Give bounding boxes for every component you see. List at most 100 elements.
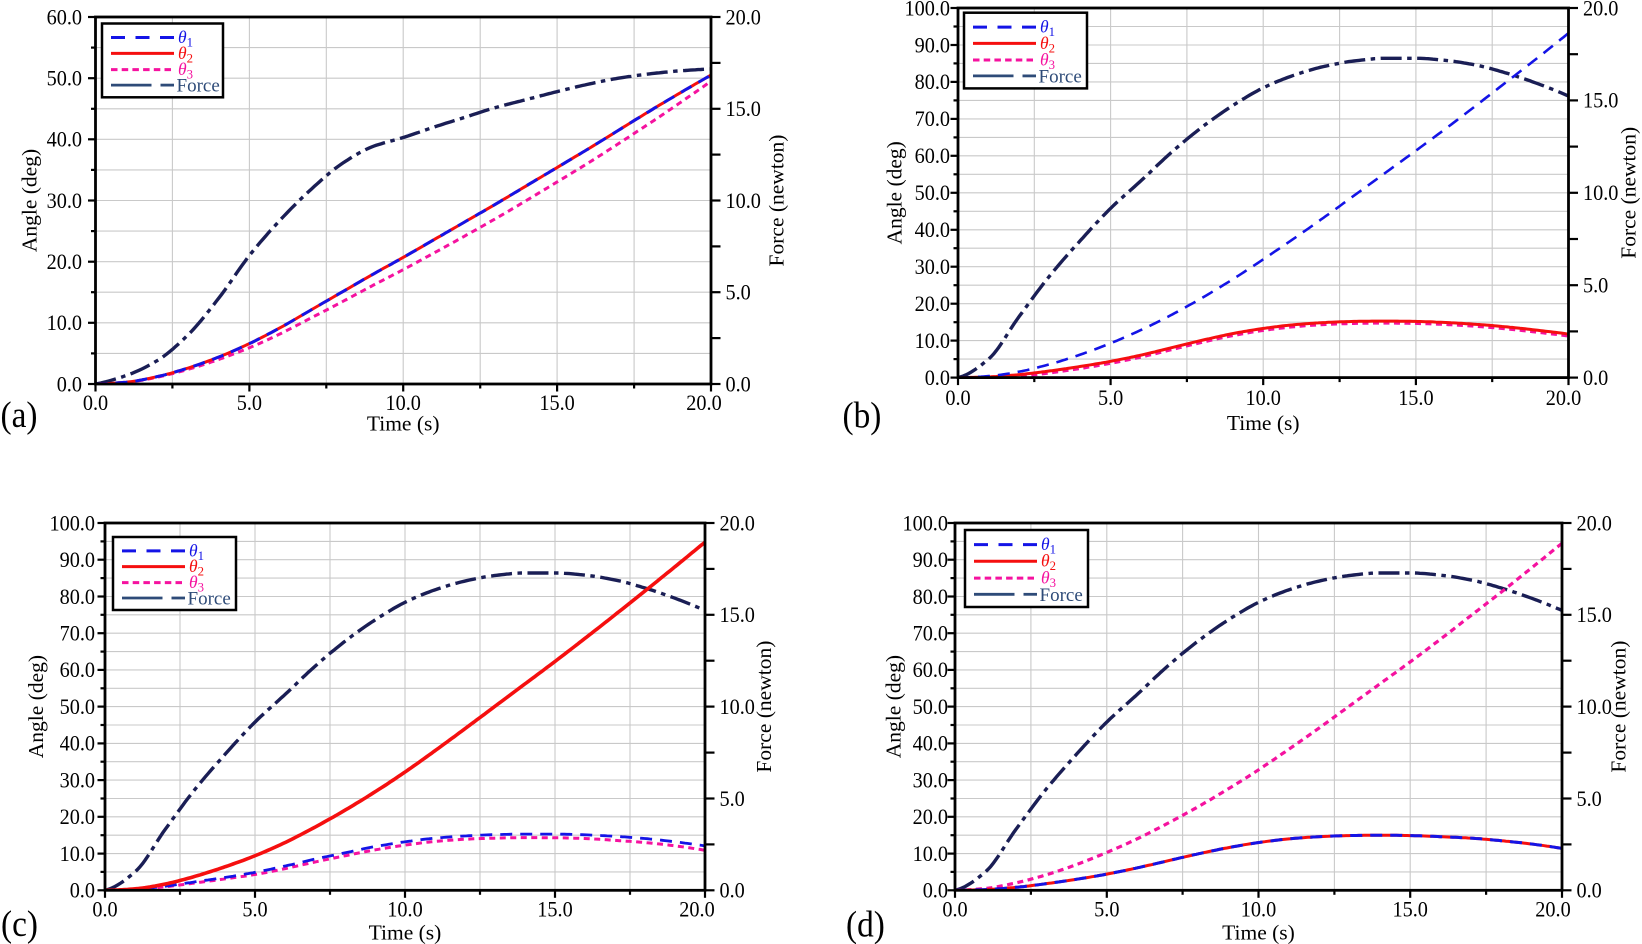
svg-text:0.0: 0.0: [92, 896, 117, 921]
svg-text:15.0: 15.0: [537, 896, 572, 921]
svg-text:50.0: 50.0: [47, 66, 82, 91]
svg-text:0.0: 0.0: [1583, 365, 1608, 390]
svg-text:Angle (deg): Angle (deg): [24, 655, 48, 758]
svg-text:40.0: 40.0: [915, 217, 950, 242]
svg-text:30.0: 30.0: [915, 254, 950, 279]
svg-text:90.0: 90.0: [60, 547, 95, 572]
svg-text:Force: Force: [1039, 66, 1082, 87]
svg-text:0.0: 0.0: [942, 896, 967, 921]
svg-text:Angle (deg): Angle (deg): [883, 141, 907, 244]
svg-text:20.0: 20.0: [726, 4, 761, 29]
svg-text:60.0: 60.0: [913, 657, 948, 682]
svg-text:80.0: 80.0: [915, 69, 950, 94]
svg-text:50.0: 50.0: [60, 694, 95, 719]
svg-text:10.0: 10.0: [47, 310, 82, 335]
svg-text:Force: Force: [177, 76, 220, 97]
svg-text:0.0: 0.0: [720, 878, 745, 903]
svg-text:70.0: 70.0: [915, 106, 950, 131]
svg-text:15.0: 15.0: [726, 96, 761, 121]
svg-text:10.0: 10.0: [385, 390, 420, 415]
svg-text:Force (newton): Force (newton): [752, 641, 776, 773]
svg-text:0.0: 0.0: [57, 371, 82, 396]
svg-text:15.0: 15.0: [1392, 896, 1427, 921]
svg-text:100.0: 100.0: [904, 0, 950, 21]
svg-text:5.0: 5.0: [1577, 786, 1602, 811]
svg-text:20.0: 20.0: [1546, 385, 1581, 410]
svg-text:0.0: 0.0: [1577, 878, 1602, 903]
svg-text:100.0: 100.0: [902, 510, 948, 535]
svg-text:Time (s): Time (s): [1227, 411, 1300, 435]
svg-text:15.0: 15.0: [1398, 385, 1433, 410]
svg-text:90.0: 90.0: [913, 547, 948, 572]
svg-text:20.0: 20.0: [1535, 896, 1570, 921]
svg-text:20.0: 20.0: [679, 896, 714, 921]
svg-text:5.0: 5.0: [237, 390, 262, 415]
svg-text:20.0: 20.0: [913, 804, 948, 829]
svg-text:0.0: 0.0: [923, 878, 948, 903]
svg-text:10.0: 10.0: [1577, 694, 1612, 719]
svg-text:10.0: 10.0: [1583, 180, 1618, 205]
svg-text:0.0: 0.0: [945, 385, 970, 410]
svg-text:30.0: 30.0: [60, 767, 95, 792]
svg-text:Force: Force: [1040, 585, 1083, 606]
svg-text:20.0: 20.0: [1583, 0, 1618, 21]
svg-text:Force (newton): Force (newton): [1607, 641, 1631, 773]
svg-text:15.0: 15.0: [1583, 88, 1618, 113]
svg-text:20.0: 20.0: [1577, 510, 1612, 535]
svg-text:10.0: 10.0: [913, 841, 948, 866]
svg-text:10.0: 10.0: [1245, 385, 1280, 410]
svg-text:40.0: 40.0: [913, 731, 948, 756]
svg-text:40.0: 40.0: [47, 127, 82, 152]
svg-text:80.0: 80.0: [60, 584, 95, 609]
svg-text:100.0: 100.0: [49, 510, 95, 535]
svg-text:5.0: 5.0: [1098, 385, 1123, 410]
svg-text:5.0: 5.0: [1583, 273, 1608, 298]
svg-text:20.0: 20.0: [720, 510, 755, 535]
svg-text:(c): (c): [1, 903, 38, 944]
svg-text:Time (s): Time (s): [369, 920, 442, 944]
svg-text:50.0: 50.0: [915, 180, 950, 205]
svg-text:0.0: 0.0: [70, 878, 95, 903]
svg-text:(a): (a): [1, 394, 38, 435]
svg-text:Force: Force: [188, 589, 231, 610]
svg-text:15.0: 15.0: [539, 390, 574, 415]
svg-text:20.0: 20.0: [686, 390, 721, 415]
svg-text:15.0: 15.0: [720, 602, 755, 627]
svg-text:15.0: 15.0: [1577, 602, 1612, 627]
svg-text:40.0: 40.0: [60, 731, 95, 756]
svg-text:60.0: 60.0: [915, 143, 950, 168]
svg-text:(d): (d): [846, 904, 885, 944]
svg-text:10.0: 10.0: [720, 694, 755, 719]
svg-text:70.0: 70.0: [60, 621, 95, 646]
svg-text:20.0: 20.0: [47, 249, 82, 274]
svg-text:20.0: 20.0: [915, 291, 950, 316]
svg-text:10.0: 10.0: [915, 328, 950, 353]
svg-text:10.0: 10.0: [387, 896, 422, 921]
svg-text:Force (newton): Force (newton): [765, 135, 789, 267]
svg-text:Angle (deg): Angle (deg): [18, 149, 42, 252]
svg-text:70.0: 70.0: [913, 621, 948, 646]
svg-text:Force (newton): Force (newton): [1617, 127, 1641, 259]
svg-text:Time (s): Time (s): [1222, 920, 1295, 944]
svg-text:30.0: 30.0: [913, 767, 948, 792]
svg-text:60.0: 60.0: [60, 657, 95, 682]
svg-text:Angle (deg): Angle (deg): [882, 655, 906, 758]
svg-text:10.0: 10.0: [726, 188, 761, 213]
svg-text:90.0: 90.0: [915, 32, 950, 57]
svg-text:20.0: 20.0: [60, 804, 95, 829]
svg-text:5.0: 5.0: [242, 896, 267, 921]
svg-text:0.0: 0.0: [726, 371, 751, 396]
svg-text:5.0: 5.0: [1094, 896, 1119, 921]
svg-text:80.0: 80.0: [913, 584, 948, 609]
svg-text:10.0: 10.0: [1241, 896, 1276, 921]
svg-text:(b): (b): [843, 395, 882, 436]
svg-text:10.0: 10.0: [60, 841, 95, 866]
svg-text:50.0: 50.0: [913, 694, 948, 719]
svg-text:0.0: 0.0: [83, 390, 108, 415]
svg-text:Time (s): Time (s): [367, 412, 440, 436]
svg-text:0.0: 0.0: [925, 365, 950, 390]
svg-text:5.0: 5.0: [720, 786, 745, 811]
svg-text:60.0: 60.0: [47, 4, 82, 29]
svg-text:30.0: 30.0: [47, 188, 82, 213]
svg-text:5.0: 5.0: [726, 280, 751, 305]
